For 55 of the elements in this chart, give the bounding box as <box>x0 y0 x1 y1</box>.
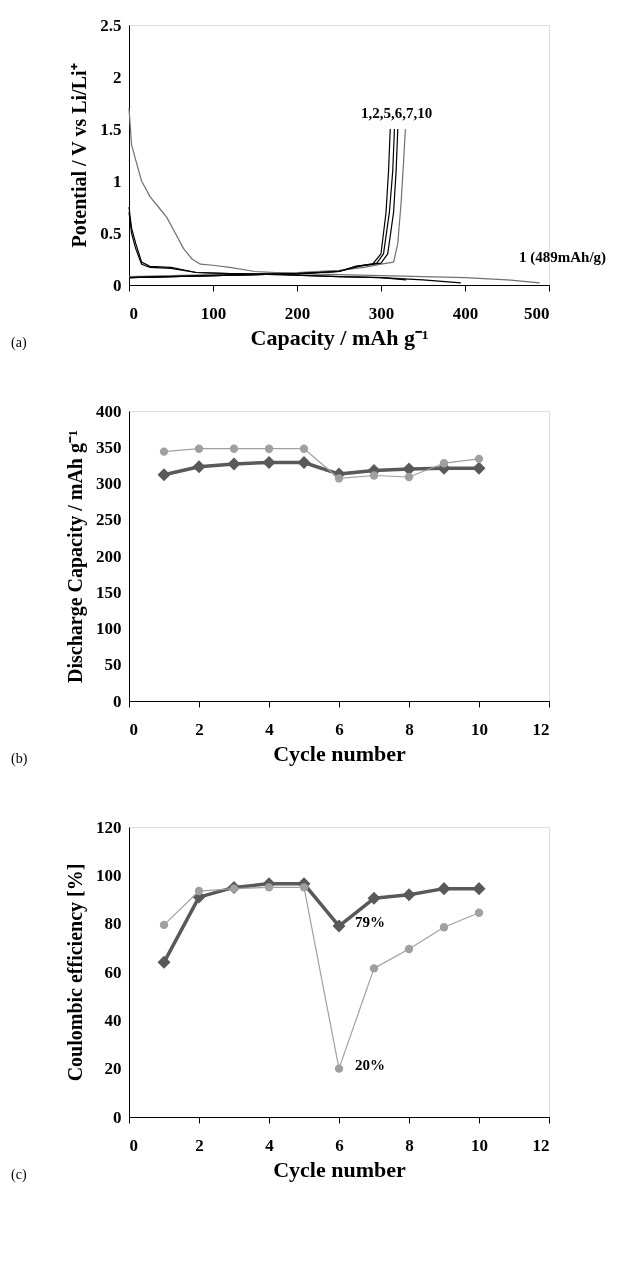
y-tick-label: 2.5 <box>100 15 122 35</box>
x-tick-label: 8 <box>405 719 414 739</box>
y-tick-label: 250 <box>96 510 122 530</box>
annotation: 20% <box>355 1056 385 1073</box>
y-tick-label: 0 <box>113 275 122 295</box>
x-tick-label: 8 <box>405 1135 414 1155</box>
annotation: 1,2,5,6,7,10 <box>361 105 433 121</box>
y-tick-label: 1 <box>113 171 122 191</box>
y-tick-label: 2 <box>113 67 122 87</box>
y-tick-label: 0 <box>113 1107 122 1127</box>
x-tick-label: 6 <box>335 719 344 739</box>
x-tick-label: 10 <box>471 1135 488 1155</box>
y-tick-label: 200 <box>96 546 122 566</box>
y-axis-title: Potential / V vs Li/Li⁺ <box>68 63 91 248</box>
y-tick-label: 0 <box>113 691 122 711</box>
x-tick-label: 300 <box>368 303 395 323</box>
x-axis-title: Cycle number <box>273 740 407 766</box>
y-tick-label: 300 <box>96 474 122 493</box>
x-tick-label: 0 <box>129 303 138 323</box>
y-tick-label: 0.5 <box>100 223 122 243</box>
y-axis-title: Coulombic efficiency [%] <box>64 863 87 1082</box>
y-tick-label: 150 <box>96 582 122 602</box>
x-tick-label: 200 <box>284 303 311 323</box>
x-tick-label: 10 <box>471 719 488 739</box>
y-tick-label: 20 <box>104 1059 122 1079</box>
x-tick-label: 4 <box>265 1135 275 1155</box>
y-tick-label: 50 <box>104 655 122 675</box>
y-tick-label: 100 <box>96 619 122 638</box>
x-axis-title: Capacity / mAh g⁻¹ <box>250 324 429 350</box>
x-tick-label: 500 <box>524 303 550 323</box>
annotation: 1 (489mAh/g) <box>519 249 607 266</box>
y-axis-title: Discharge Capacity / mAh g⁻¹ <box>64 430 87 683</box>
y-tick-label: 80 <box>104 914 122 934</box>
x-tick-label: 12 <box>532 1135 550 1155</box>
text: (b) <box>11 751 28 767</box>
x-tick-label: 6 <box>335 1135 344 1155</box>
x-tick-label: 400 <box>452 303 479 323</box>
text: (c) <box>11 1167 27 1183</box>
x-tick-label: 100 <box>200 303 227 323</box>
y-tick-label: 1.5 <box>100 119 122 139</box>
y-tick-label: 120 <box>96 817 122 837</box>
x-tick-label: 0 <box>129 719 138 739</box>
y-tick-label: 40 <box>104 1010 122 1030</box>
x-tick-label: 0 <box>129 1135 138 1155</box>
x-tick-label: 12 <box>532 719 550 739</box>
x-tick-label: 4 <box>265 719 275 739</box>
x-axis-title: Cycle number <box>273 1156 407 1182</box>
y-tick-label: 400 <box>96 401 122 421</box>
y-tick-label: 100 <box>96 865 122 885</box>
text: (a) <box>11 335 27 351</box>
y-tick-label: 60 <box>104 962 122 982</box>
annotation: 79% <box>355 914 385 931</box>
y-tick-label: 350 <box>96 437 122 457</box>
x-tick-label: 2 <box>195 1135 204 1155</box>
x-tick-label: 2 <box>195 719 204 739</box>
